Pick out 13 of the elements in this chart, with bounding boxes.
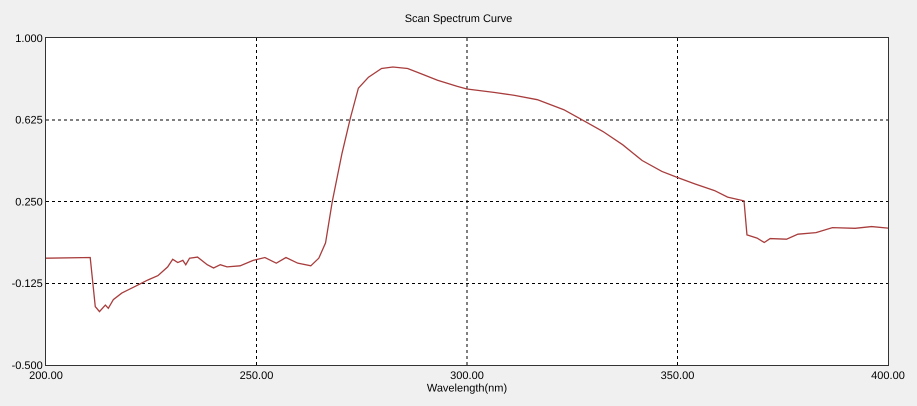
x-tick-label: 200.00 — [29, 370, 63, 382]
y-tick-label: 0.625 — [15, 114, 43, 127]
x-tick-label: 350.00 — [660, 370, 694, 382]
x-tick-label: 400.00 — [871, 370, 905, 382]
y-tick-label: -0.500 — [12, 360, 43, 372]
y-tick-label: 1.000 — [15, 32, 43, 45]
x-axis-title: Wavelength(nm) — [426, 382, 508, 394]
x-tick-label: 300.00 — [450, 370, 484, 382]
y-tick-label: -0.125 — [12, 278, 43, 290]
y-tick-label: 0.250 — [15, 196, 43, 208]
line-series — [46, 66, 888, 312]
chart-title: Scan Spectrum Curve — [404, 12, 512, 25]
x-tick-label: 250.00 — [240, 370, 274, 382]
